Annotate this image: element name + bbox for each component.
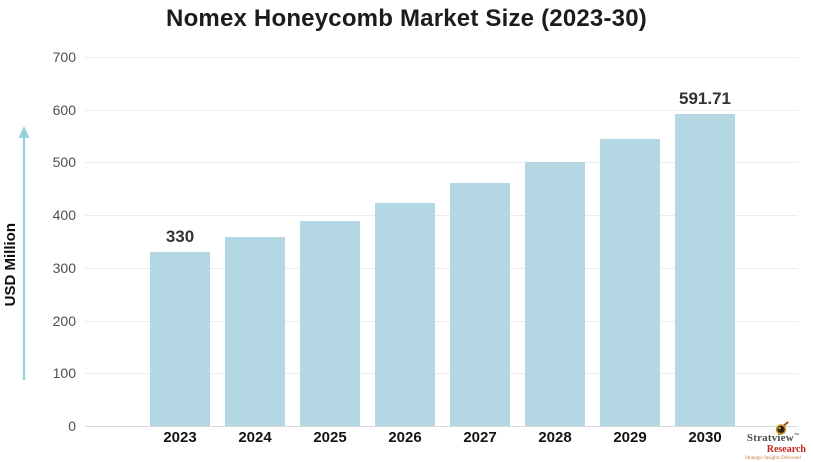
magnifier-icon xyxy=(775,420,789,435)
y-tick-label: 600 xyxy=(52,101,76,118)
y-tick-label: 500 xyxy=(52,154,76,171)
logo-sub: Research xyxy=(766,443,806,455)
gridline xyxy=(85,320,798,322)
bar-value-label: 330 xyxy=(165,227,195,246)
bar-2026 xyxy=(375,202,435,426)
bar-2023 xyxy=(150,252,210,426)
gridline xyxy=(85,426,798,427)
x-tick-label: 2029 xyxy=(613,429,647,446)
gridline xyxy=(85,373,798,375)
y-tick-label: 300 xyxy=(52,259,76,276)
stratview-logo: Stratview™ Research Strategic Insights D… xyxy=(737,420,809,461)
y-axis-arrow-icon xyxy=(18,126,30,380)
logo-name: Stratview xyxy=(746,431,794,444)
y-tick-label: 400 xyxy=(52,207,76,224)
bar-2028 xyxy=(525,162,585,426)
bar-2025 xyxy=(300,220,360,426)
bar-2027 xyxy=(450,183,510,426)
arrow-head xyxy=(18,126,30,138)
y-tick-label: 0 xyxy=(68,418,76,434)
logo-name-line: Stratview™ xyxy=(737,431,809,444)
gridline xyxy=(85,109,798,111)
logo-tagline: Strategic Insights Delivered xyxy=(745,456,801,461)
gridline xyxy=(85,162,798,164)
bar-2024 xyxy=(225,236,285,426)
plot-area xyxy=(85,57,798,427)
x-tick-label: 2027 xyxy=(463,429,497,446)
x-tick-label: 2023 xyxy=(163,429,197,446)
bar-2030 xyxy=(675,114,735,426)
y-tick-label: 200 xyxy=(52,312,76,329)
gridline xyxy=(85,267,798,269)
logo-trademark: ™ xyxy=(793,432,800,438)
x-tick-label: 2025 xyxy=(313,429,347,446)
y-tick-label: 700 xyxy=(52,49,76,65)
chart-title: Nomex Honeycomb Market Size (2023-30) xyxy=(166,5,647,32)
gridline xyxy=(85,215,798,217)
x-tick-label: 2024 xyxy=(238,429,272,446)
x-tick-label: 2026 xyxy=(388,429,422,446)
gridline xyxy=(85,57,798,58)
bar-2029 xyxy=(600,139,660,426)
x-tick-label: 2028 xyxy=(538,429,572,446)
bar-value-label: 591.71 xyxy=(679,89,731,109)
x-tick-label: 2030 xyxy=(688,429,722,446)
y-tick-label: 100 xyxy=(52,365,76,382)
